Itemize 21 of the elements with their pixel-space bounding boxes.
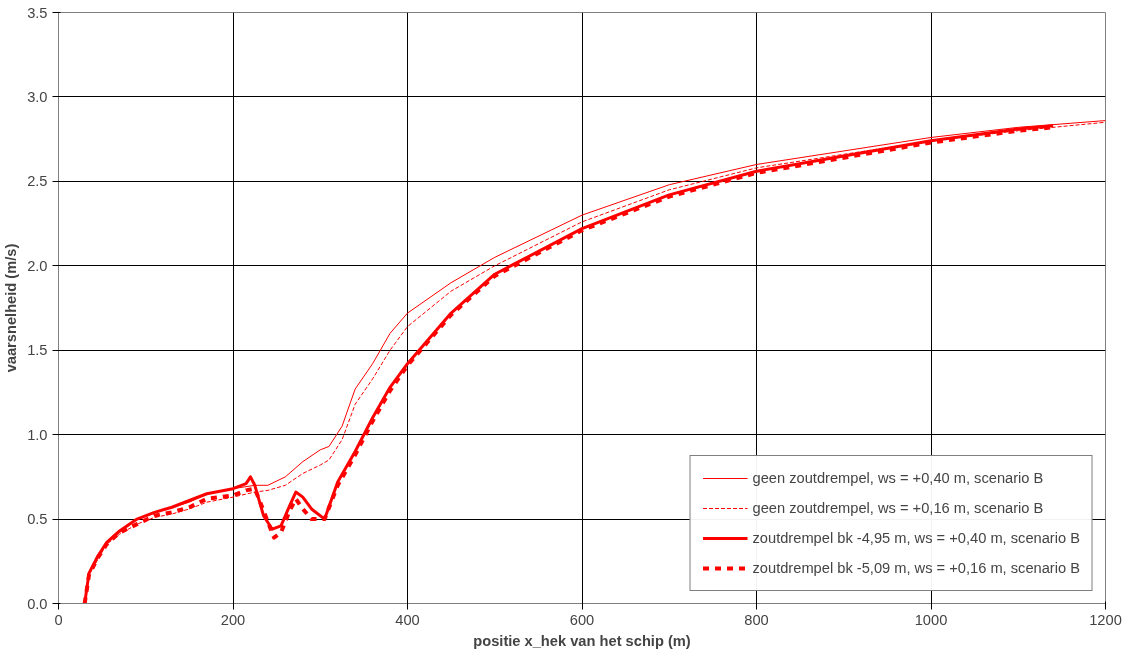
x-axis-title: positie x_hek van het schip (m)	[473, 632, 691, 649]
y-tick-label: 0.5	[27, 511, 48, 528]
y-tick-label: 3.5	[27, 4, 48, 21]
x-tick-label: 200	[220, 611, 246, 628]
legend-label: zoutdrempel bk -5,09 m, ws = +0,16 m, scenario B	[752, 560, 1080, 576]
y-axis-title: vaarsnelheid (m/s)	[3, 243, 20, 373]
legend-label: geen zoutdrempel, ws = +0,40 m, scenario B	[752, 470, 1044, 486]
x-tick-label: 1200	[1089, 611, 1122, 628]
x-tick-label: 1000	[914, 611, 948, 628]
y-tick-label: 1.5	[27, 342, 48, 359]
x-tick-label: 0	[54, 611, 63, 628]
y-tick-label: 3.0	[27, 88, 48, 105]
legend-label: geen zoutdrempel, ws = +0,16 m, scenario B	[752, 500, 1044, 516]
y-tick-label: 0.0	[27, 595, 48, 612]
y-tick-label: 2.5	[27, 173, 48, 190]
x-tick-label: 400	[395, 611, 420, 628]
x-tick-label: 800	[744, 611, 769, 628]
x-tick-label: 600	[569, 611, 595, 628]
legend-label: zoutdrempel bk -4,95 m, ws = +0,40 m, scenario B	[752, 530, 1080, 546]
y-tick-label: 1.0	[27, 426, 48, 443]
y-tick-label: 2.0	[27, 257, 48, 274]
